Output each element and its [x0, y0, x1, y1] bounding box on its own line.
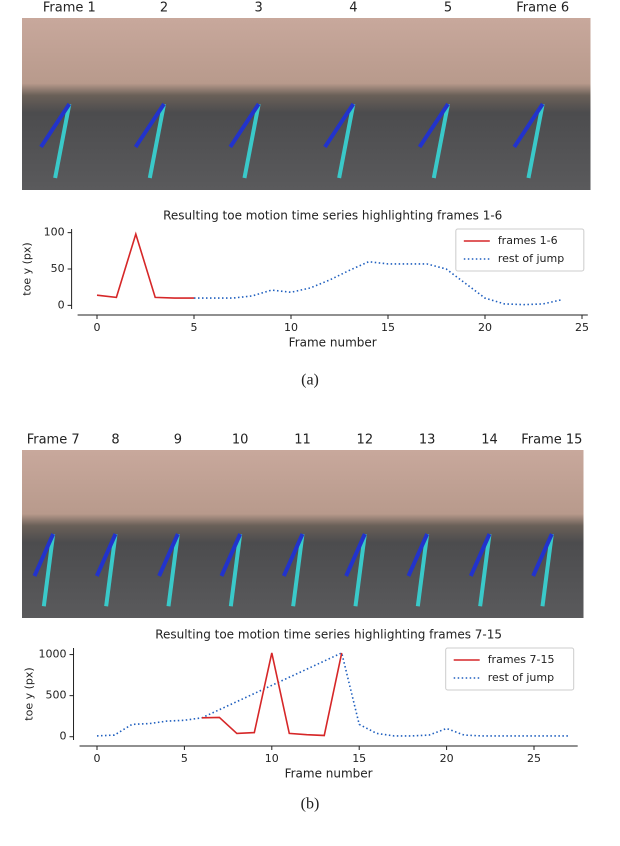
series-line — [201, 652, 343, 737]
photo-frame — [333, 450, 397, 618]
photo-frame — [84, 450, 148, 618]
legend-label: frames 7-15 — [488, 653, 555, 666]
series-line — [96, 651, 569, 737]
frame-label: 5 — [444, 1, 452, 16]
pose-skeleton — [526, 103, 545, 179]
photo-frame — [396, 450, 459, 618]
pose-skeleton — [531, 533, 554, 577]
photo-frame — [146, 450, 210, 618]
photo-frame — [520, 450, 584, 618]
frame-label: Frame 1 — [43, 1, 96, 16]
x-tick-label: 5 — [181, 752, 188, 765]
photo-frame — [116, 18, 212, 190]
legend-box — [445, 647, 575, 691]
series-line — [96, 231, 194, 299]
frame-label: 4 — [349, 1, 357, 16]
pose-skeleton — [104, 533, 118, 607]
pose-skeleton — [478, 533, 492, 607]
pose-skeleton — [415, 533, 430, 607]
caption: (a) — [301, 372, 319, 389]
x-tick-label: 15 — [381, 321, 395, 334]
chart-title: Resulting toe motion time series highlig… — [155, 628, 502, 642]
pose-skeleton — [32, 533, 55, 577]
frame-label: 12 — [357, 433, 374, 448]
x-tick-label: 10 — [265, 752, 279, 765]
photo-frame — [495, 18, 591, 190]
frame-label: 11 — [294, 433, 311, 448]
legend-box — [455, 228, 585, 272]
pose-skeleton — [417, 102, 450, 149]
y-tick-label: 500 — [46, 689, 67, 702]
pose-skeleton — [291, 533, 305, 607]
x-axis-label: Frame number — [285, 767, 373, 781]
legend-label: frames 1-6 — [498, 234, 558, 247]
frame-label: 2 — [160, 1, 168, 16]
x-tick-label: 25 — [527, 752, 541, 765]
x-tick-label: 25 — [575, 321, 589, 334]
y-tick-label: 100 — [44, 226, 65, 239]
pose-skeleton — [337, 103, 356, 179]
frame-label: 3 — [255, 1, 263, 16]
y-tick-label: 50 — [51, 262, 65, 275]
photo-frame — [458, 450, 522, 618]
frame-label: 9 — [174, 433, 182, 448]
pose-skeleton — [540, 533, 554, 607]
pose-skeleton — [147, 103, 166, 179]
pose-skeleton — [133, 102, 166, 149]
photo-frame — [400, 18, 496, 190]
legend-label: rest of jump — [488, 671, 554, 684]
pose-skeleton — [431, 103, 450, 179]
photo-frame — [306, 18, 402, 190]
pose-skeleton — [512, 102, 545, 149]
photo-frame — [211, 18, 307, 190]
y-tick-label: 0 — [60, 730, 67, 743]
pose-skeleton — [228, 533, 243, 607]
frame-label: 10 — [232, 433, 249, 448]
pose-skeleton — [53, 103, 72, 179]
pose-skeleton — [41, 533, 56, 607]
frame-label: 13 — [419, 433, 436, 448]
x-axis-label: Frame number — [289, 336, 377, 350]
pose-skeleton — [39, 102, 72, 149]
frame-label: Frame 15 — [521, 433, 582, 448]
frame-label: 14 — [481, 433, 498, 448]
pose-skeleton — [406, 533, 429, 577]
x-tick-label: 15 — [352, 752, 366, 765]
pose-skeleton — [468, 533, 492, 577]
y-tick-label: 0 — [58, 298, 65, 311]
pose-skeleton — [166, 533, 180, 607]
x-tick-label: 10 — [284, 321, 298, 334]
x-tick-label: 5 — [191, 321, 198, 334]
x-tick-label: 0 — [94, 752, 101, 765]
photo-frame — [209, 450, 272, 618]
y-tick-label: 1000 — [39, 648, 67, 661]
caption: (b) — [301, 796, 320, 813]
pose-skeleton — [242, 103, 261, 179]
legend-label: rest of jump — [498, 252, 564, 265]
y-axis-label: toe y (px) — [21, 242, 34, 295]
chart-title: Resulting toe motion time series highlig… — [163, 209, 502, 223]
x-tick-label: 20 — [478, 321, 492, 334]
frame-label: Frame 6 — [516, 1, 569, 16]
pose-skeleton — [353, 533, 367, 607]
pose-skeleton — [228, 102, 261, 149]
photo-frame — [22, 450, 85, 618]
photo-frame — [271, 450, 335, 618]
frame-label: 8 — [111, 433, 119, 448]
pose-skeleton — [94, 533, 118, 577]
pose-skeleton — [281, 533, 305, 577]
pose-skeleton — [157, 533, 180, 577]
x-tick-label: 0 — [94, 321, 101, 334]
pose-skeleton — [219, 533, 242, 577]
frame-label: Frame 7 — [27, 433, 80, 448]
pose-skeleton — [323, 102, 356, 149]
x-tick-label: 20 — [440, 752, 454, 765]
photo-frame — [22, 18, 118, 190]
pose-skeleton — [344, 533, 367, 577]
y-axis-label: toe y (px) — [23, 667, 36, 720]
